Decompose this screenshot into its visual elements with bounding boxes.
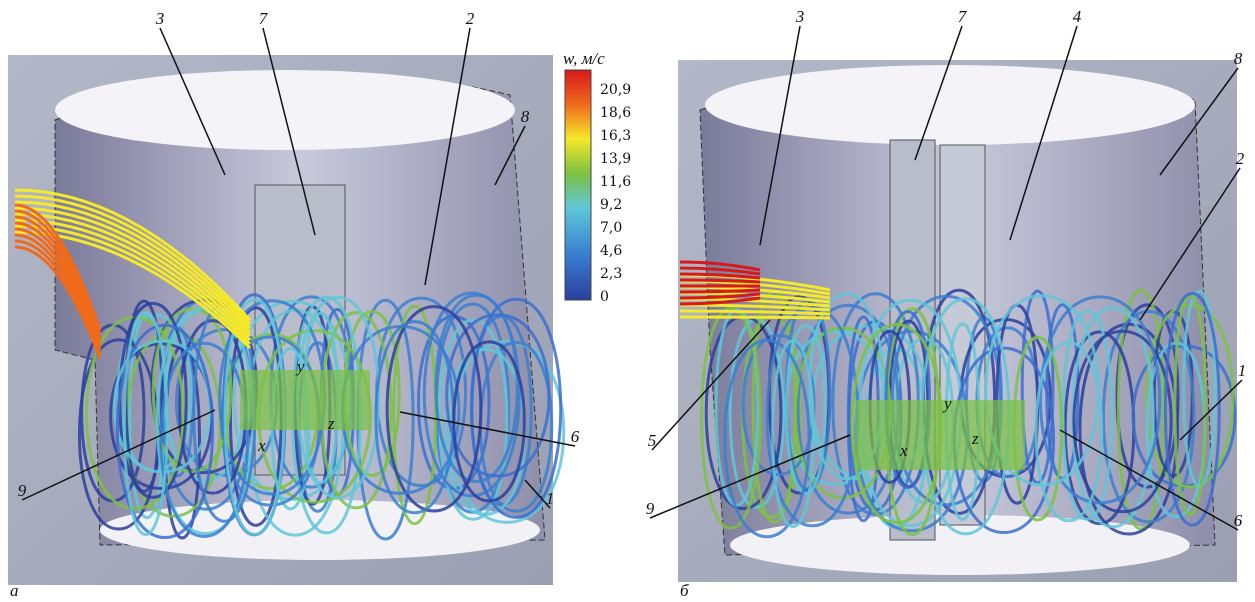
callout-label: 4: [1073, 7, 1082, 26]
colorbar-tick-label: 16,3: [600, 128, 631, 144]
colorbar-tick-label: 7,0: [600, 220, 622, 236]
colorbar-tick-label: 9,2: [600, 197, 622, 213]
vessel-top: [55, 70, 515, 150]
panel-label: б: [680, 581, 689, 600]
colorbar-tick-label: 11,6: [600, 174, 631, 190]
callout-label: 7: [259, 9, 269, 28]
callout-label: 2: [1236, 149, 1245, 168]
streamline: [680, 317, 830, 318]
panel-label: а: [10, 581, 19, 600]
colorbar-tick-label: 13,9: [600, 151, 631, 167]
axis-label: z: [327, 414, 335, 433]
callout-label: 1: [546, 489, 555, 508]
callout-label: 7: [958, 7, 968, 26]
callout-label: 5: [648, 431, 657, 450]
colorbar-tick-label: 20,9: [600, 82, 631, 98]
colorbar-tick-label: 18,6: [600, 105, 631, 121]
figure: w, м/с 20,9 18,6 16,3 13,9 11,6 9,2 7,0 4,6 2,3 0…: [0, 0, 1255, 602]
callout-label: 6: [571, 427, 580, 446]
callout-label: 8: [521, 107, 530, 126]
callout-label: 3: [795, 7, 805, 26]
colorbar: [565, 70, 591, 300]
callout-label: 1: [1238, 361, 1247, 380]
vessel-top: [705, 65, 1195, 145]
swirl-zone: [240, 370, 370, 430]
colorbar-tick-label: 4,6: [600, 243, 622, 259]
axis-label: y: [295, 357, 305, 376]
axis-label: z: [971, 429, 979, 448]
axis-label: x: [257, 436, 266, 455]
axis-label: x: [899, 441, 908, 460]
colorbar-tick-label: 2,3: [600, 266, 622, 282]
callout-label: 2: [466, 9, 475, 28]
callout-label: 6: [1234, 511, 1243, 530]
colorbar-title: w, м/с: [563, 49, 605, 68]
axis-label: y: [942, 394, 952, 413]
callout-label: 9: [18, 481, 27, 500]
swirl-zone: [855, 400, 1025, 470]
callout-label: 3: [155, 9, 165, 28]
callout-label: 8: [1234, 49, 1243, 68]
colorbar-tick-label: 0: [600, 289, 609, 305]
callout-label: 9: [646, 499, 655, 518]
